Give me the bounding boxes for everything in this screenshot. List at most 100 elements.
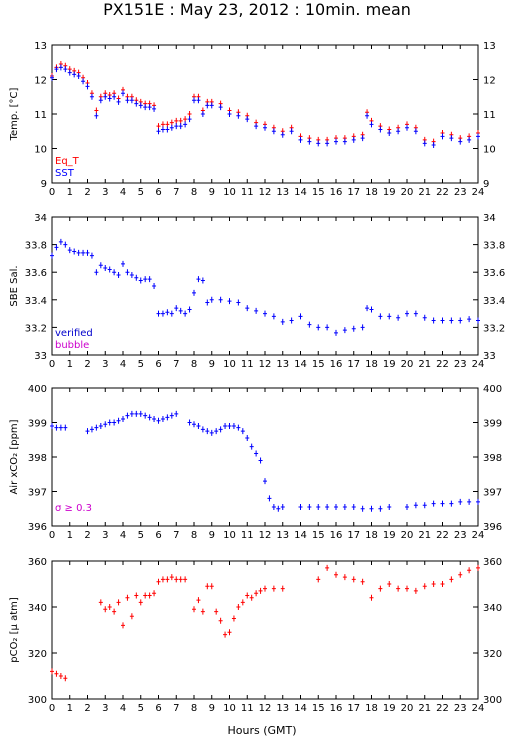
x-tick-label: 23 bbox=[454, 187, 467, 198]
data-point bbox=[422, 314, 427, 321]
y-tick-label-left: 398 bbox=[28, 453, 47, 464]
data-point bbox=[129, 410, 134, 417]
data-point bbox=[147, 104, 152, 111]
x-tick-label: 7 bbox=[173, 530, 179, 541]
data-point bbox=[72, 71, 77, 78]
data-point bbox=[165, 309, 170, 316]
data-point bbox=[85, 249, 90, 256]
data-point bbox=[218, 104, 223, 111]
data-point bbox=[342, 574, 347, 581]
data-point bbox=[236, 299, 241, 306]
data-point bbox=[138, 410, 143, 417]
data-point bbox=[440, 133, 445, 140]
x-tick-label: 19 bbox=[383, 703, 396, 714]
y-tick-label-right: 10 bbox=[483, 145, 496, 156]
data-point bbox=[67, 247, 72, 254]
data-point bbox=[254, 450, 259, 457]
y-tick-label-left: 340 bbox=[28, 603, 47, 614]
data-point bbox=[169, 310, 174, 317]
data-point bbox=[121, 90, 125, 97]
data-point bbox=[405, 310, 409, 317]
data-point bbox=[307, 504, 312, 511]
data-point bbox=[387, 581, 392, 587]
data-point bbox=[227, 298, 232, 305]
y-tick-label-right: 33.2 bbox=[483, 323, 505, 334]
data-point bbox=[218, 426, 223, 433]
data-point bbox=[147, 592, 152, 599]
data-point bbox=[63, 66, 68, 73]
data-point bbox=[378, 313, 383, 320]
data-point bbox=[143, 104, 148, 111]
data-point bbox=[258, 587, 263, 594]
data-point bbox=[54, 424, 59, 431]
panel-3: 0 1 2 3 4 5 6 7 8 9 10 11 12 13 14 15 16 17 18 19 20 21 22 23 24… bbox=[9, 557, 502, 714]
data-point bbox=[369, 505, 374, 512]
x-tick-label: 4 bbox=[120, 187, 126, 198]
data-point bbox=[89, 93, 94, 100]
data-point bbox=[449, 135, 454, 142]
panels: 0 1 2 3 4 5 6 7 8 9 10 11 12 13 14 15 16 17 18 19 20 21 22 23 24… bbox=[9, 41, 505, 714]
x-tick-label: 9 bbox=[209, 530, 215, 541]
x-tick-label: 21 bbox=[418, 703, 431, 714]
data-point bbox=[178, 576, 183, 583]
x-tick-label: 18 bbox=[365, 359, 378, 370]
x-tick-label: 16 bbox=[330, 530, 343, 541]
x-tick-label: 15 bbox=[312, 187, 325, 198]
y-axis-label: pCO₂ [µ atm] bbox=[9, 597, 20, 663]
data-point bbox=[89, 426, 94, 433]
x-tick-label: 4 bbox=[120, 530, 126, 541]
x-tick-label: 24 bbox=[472, 187, 485, 198]
data-point bbox=[271, 128, 276, 135]
data-point bbox=[405, 124, 409, 131]
x-tick-label: 13 bbox=[276, 187, 289, 198]
legend-entry: SST bbox=[55, 168, 75, 179]
x-tick-label: 14 bbox=[294, 530, 307, 541]
x-tick-label: 8 bbox=[191, 359, 197, 370]
x-tick-label: 24 bbox=[472, 359, 485, 370]
x-tick-label: 9 bbox=[209, 359, 215, 370]
data-point bbox=[254, 307, 259, 314]
data-point bbox=[231, 422, 236, 429]
data-point bbox=[169, 412, 174, 419]
data-point bbox=[209, 296, 214, 303]
x-tick-label: 19 bbox=[383, 530, 396, 541]
data-point bbox=[67, 69, 72, 76]
data-point bbox=[387, 313, 392, 320]
data-point bbox=[263, 478, 267, 485]
data-point bbox=[98, 422, 103, 429]
data-point bbox=[58, 64, 63, 71]
data-point bbox=[316, 324, 321, 331]
data-point bbox=[58, 424, 63, 431]
data-point bbox=[169, 124, 174, 131]
data-point bbox=[280, 504, 285, 511]
data-point bbox=[165, 126, 170, 133]
data-point bbox=[387, 129, 392, 136]
series-verified bbox=[50, 238, 480, 336]
data-point bbox=[116, 599, 121, 606]
x-tick-label: 17 bbox=[347, 187, 360, 198]
data-point bbox=[116, 98, 121, 105]
data-point bbox=[121, 416, 125, 423]
figure-title: PX151E : May 23, 2012 : 10min. mean bbox=[103, 0, 411, 19]
x-tick-label: 22 bbox=[436, 530, 449, 541]
y-tick-label-right: 396 bbox=[483, 522, 502, 533]
data-point bbox=[165, 414, 170, 421]
x-tick-label: 17 bbox=[347, 703, 360, 714]
data-point bbox=[458, 498, 463, 505]
data-point bbox=[378, 505, 383, 512]
data-point bbox=[129, 271, 134, 278]
data-point bbox=[98, 97, 103, 104]
x-tick-label: 18 bbox=[365, 530, 378, 541]
x-tick-label: 9 bbox=[209, 703, 215, 714]
data-point bbox=[183, 310, 188, 317]
data-point bbox=[289, 317, 294, 324]
x-axis-label: Hours (GMT) bbox=[227, 724, 296, 737]
x-tick-label: 2 bbox=[84, 187, 90, 198]
x-tick-label: 3 bbox=[102, 530, 108, 541]
y-tick-label-left: 9 bbox=[41, 179, 47, 190]
data-point bbox=[156, 578, 161, 585]
data-point bbox=[360, 135, 365, 142]
data-point bbox=[187, 116, 192, 123]
data-point bbox=[467, 316, 472, 323]
data-point bbox=[178, 117, 183, 124]
